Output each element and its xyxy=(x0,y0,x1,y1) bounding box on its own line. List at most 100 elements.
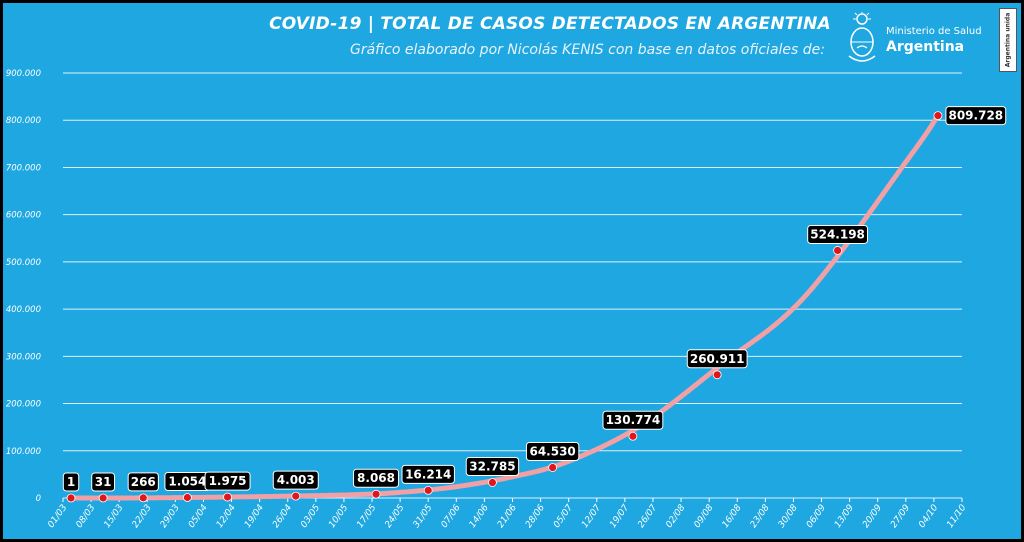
data-label-box xyxy=(945,106,1007,126)
x-tick-label: 05/07 xyxy=(552,503,575,530)
x-tick-label: 07/06 xyxy=(440,503,463,530)
x-tick-label: 31/05 xyxy=(412,503,435,530)
data-label: 16.214 xyxy=(405,467,451,481)
x-tick-label: 29/03 xyxy=(159,503,182,530)
chart-title: COVID-19 | TOTAL DE CASOS DETECTADOS EN … xyxy=(269,14,831,34)
chart-panel xyxy=(3,3,1021,539)
x-tick-label: 04/10 xyxy=(917,503,940,530)
y-tick-label: 600.000 xyxy=(6,211,41,221)
data-point xyxy=(423,485,433,495)
data-label-box xyxy=(272,470,319,490)
data-point xyxy=(66,493,76,503)
x-tick-label: 28/06 xyxy=(524,503,547,530)
x-tick-label: 12/07 xyxy=(580,503,603,530)
data-label: 266 xyxy=(131,475,156,489)
x-tick-label: 05/04 xyxy=(187,503,210,530)
x-tick-label: 20/09 xyxy=(861,503,884,530)
data-point xyxy=(488,478,497,487)
country-name: Argentina xyxy=(886,39,965,55)
data-label: 8.068 xyxy=(357,471,395,485)
data-label: 130.774 xyxy=(606,413,661,427)
data-label-box xyxy=(807,224,868,244)
data-point xyxy=(371,489,381,499)
data-label: 4.003 xyxy=(277,473,315,487)
x-tick-label: 17/05 xyxy=(355,503,378,530)
y-tick-label: 400.000 xyxy=(6,305,41,315)
data-label-box xyxy=(62,472,80,492)
y-tick-label: 100.000 xyxy=(6,447,41,457)
coat-of-arms-icon xyxy=(848,12,876,62)
data-labels: 1 31 266 1.054 1.975 4.003 8.068 16.214 32.785 64… xyxy=(62,106,1007,492)
data-point xyxy=(138,493,148,503)
data-label-box xyxy=(91,472,116,492)
series-line xyxy=(68,113,941,501)
data-label-box xyxy=(465,457,520,477)
ministry-name: Ministerio de Salud xyxy=(886,26,982,37)
data-point xyxy=(98,493,108,503)
data-point xyxy=(291,491,301,501)
data-label: 1.975 xyxy=(209,474,247,488)
data-point xyxy=(183,493,192,502)
data-label-box xyxy=(686,349,748,369)
data-label: 31 xyxy=(95,475,112,489)
x-tick-label: 09/08 xyxy=(693,503,716,530)
x-tick-label: 13/09 xyxy=(833,503,856,530)
x-tick-label: 15/03 xyxy=(103,503,126,530)
x-tick-label: 02/08 xyxy=(664,503,687,530)
data-point xyxy=(223,492,232,502)
data-label-box xyxy=(127,472,159,492)
data-point xyxy=(933,111,943,121)
x-tick-label: 24/05 xyxy=(384,503,407,530)
data-label-box xyxy=(525,442,580,462)
data-label: 260.911 xyxy=(690,352,745,366)
data-point xyxy=(712,370,722,380)
x-tick-label: 19/07 xyxy=(608,503,631,530)
x-tick-label: 16/08 xyxy=(721,503,744,530)
x-tick-label: 26/07 xyxy=(636,503,659,530)
data-label-box xyxy=(204,471,251,491)
x-tick-label: 08/03 xyxy=(74,503,97,530)
data-label: 32.785 xyxy=(469,460,515,474)
data-label: 64.530 xyxy=(529,445,575,459)
data-points xyxy=(66,111,943,503)
y-tick-label: 800.000 xyxy=(6,116,41,126)
x-tick-label: 01/03 xyxy=(46,503,69,530)
x-axis: 01/03 08/03 15/03 22/03 29/03 05/04 12/04 19/04… xyxy=(46,498,969,530)
x-tick-label: 12/04 xyxy=(215,503,238,530)
data-label-box xyxy=(353,468,400,488)
x-tick-label: 27/09 xyxy=(889,503,912,530)
y-tick-label: 500.000 xyxy=(6,258,41,268)
x-tick-label: 21/06 xyxy=(496,503,519,530)
data-point xyxy=(628,431,638,441)
x-tick-label: 10/05 xyxy=(327,503,350,530)
y-tick-label: 300.000 xyxy=(6,352,41,362)
chart-subtitle: Gráfico elaborado por Nicolás KENIS con … xyxy=(349,42,825,58)
x-tick-label: 19/04 xyxy=(243,503,266,530)
y-tick-label: 200.000 xyxy=(6,400,41,410)
grid-lines xyxy=(63,72,962,499)
y-tick-label: 900.000 xyxy=(6,69,41,79)
x-tick-label: 14/06 xyxy=(468,503,491,530)
y-tick-label: 700.000 xyxy=(6,163,41,173)
x-tick-label: 22/03 xyxy=(131,503,154,530)
data-label: 1 xyxy=(67,475,75,489)
x-tick-label: 11/10 xyxy=(945,503,968,530)
data-label: 1.054 xyxy=(168,475,206,489)
data-label-box xyxy=(602,410,664,430)
argentina-unida-badge: Argentina unida xyxy=(999,8,1017,72)
data-label-box xyxy=(401,464,455,484)
x-tick-label: 26/04 xyxy=(271,503,294,530)
data-label: 809.728 xyxy=(948,109,1003,123)
x-tick-label: 23/08 xyxy=(749,503,772,530)
y-tick-label: 0 xyxy=(36,494,41,504)
x-tick-label: 03/05 xyxy=(299,503,322,530)
data-point xyxy=(548,463,558,472)
ministry-logo: Ministerio de Salud Argentina xyxy=(846,12,986,68)
x-tick-label: 30/08 xyxy=(777,503,800,530)
y-axis: 0 100.000 200.000 300.000 400.000 500.000 600.… xyxy=(6,69,41,504)
x-tick-label: 06/09 xyxy=(805,503,828,530)
data-label: 524.198 xyxy=(810,227,865,241)
data-point xyxy=(833,246,842,255)
